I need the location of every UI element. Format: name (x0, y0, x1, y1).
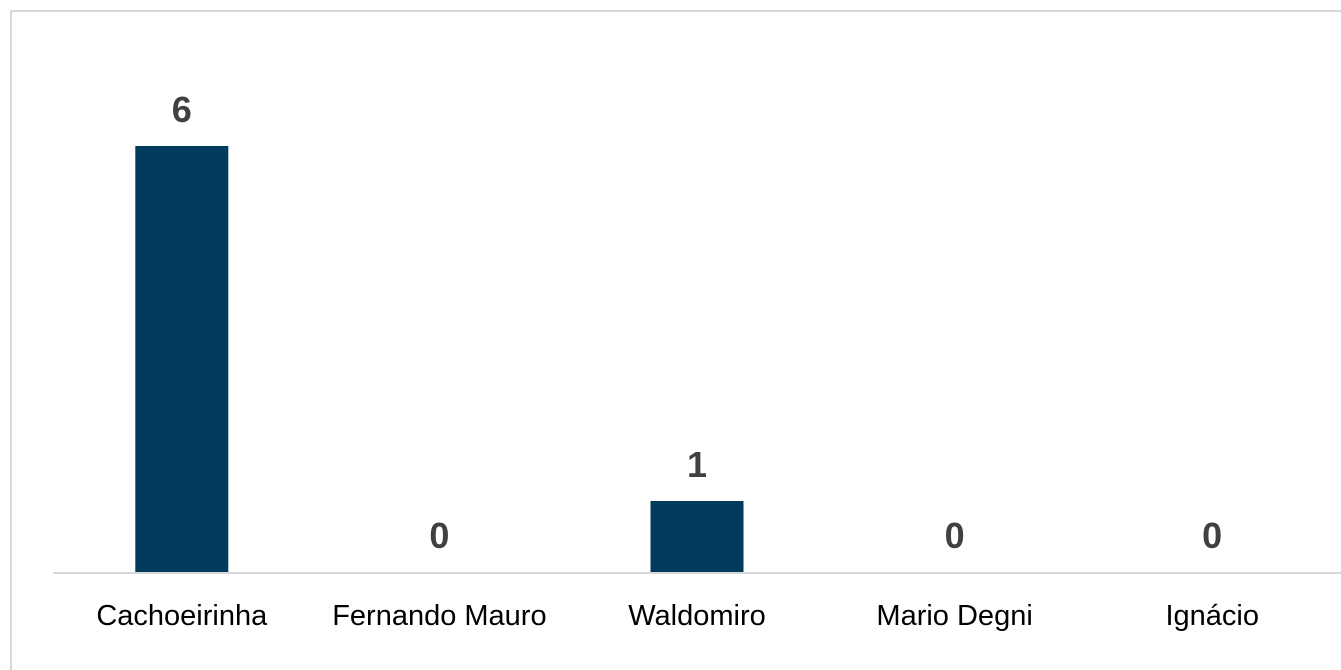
data-label-0: 6 (172, 89, 192, 130)
bar-0 (135, 146, 229, 572)
x-tick-label-4: Ignácio (1165, 600, 1259, 632)
x-tick-label-2: Waldomiro (628, 600, 766, 632)
tick-labels-group: Cachoeirinha Fernando Mauro Waldomiro Mario… (96, 600, 1259, 632)
value-labels-group: 6 0 1 0 0 (172, 89, 1222, 556)
bars-group (135, 146, 744, 572)
data-label-2: 1 (687, 444, 707, 485)
x-tick-label-0: Cachoeirinha (96, 600, 268, 632)
x-tick-label-1: Fernando Mauro (332, 600, 546, 632)
data-label-4: 0 (1202, 515, 1222, 556)
bar-2 (650, 501, 744, 572)
x-tick-label-3: Mario Degni (876, 600, 1032, 632)
data-label-3: 0 (945, 515, 965, 556)
data-label-1: 0 (429, 515, 449, 556)
